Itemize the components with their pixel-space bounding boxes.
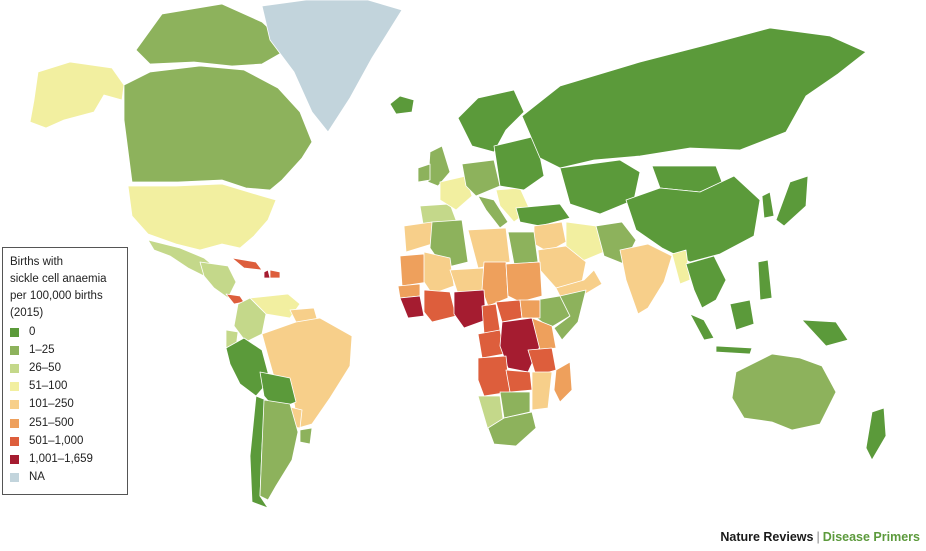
series-name: Disease Primers bbox=[822, 530, 920, 544]
legend-item-251-500: 251–500 bbox=[10, 414, 121, 432]
region-france bbox=[439, 175, 473, 211]
legend-label: 101–250 bbox=[29, 398, 74, 411]
region-south-africa bbox=[487, 411, 537, 447]
region-botswana-and-zimbabwe bbox=[499, 391, 531, 419]
region-new-zealand bbox=[865, 407, 887, 461]
legend-label: 1–25 bbox=[29, 343, 55, 356]
legend-label: NA bbox=[29, 471, 45, 484]
region-uganda-and-kenya bbox=[531, 317, 557, 351]
region-south-sudan bbox=[519, 299, 541, 319]
region-canadian-arctic-islands bbox=[135, 3, 291, 67]
region-russia bbox=[521, 27, 867, 169]
legend-item-101-250: 101–250 bbox=[10, 396, 121, 414]
legend-title: Births with sickle cell anaemia per 100,… bbox=[10, 254, 121, 322]
publisher-credit: Nature Reviews | Disease Primers bbox=[720, 530, 920, 544]
region-uruguay bbox=[299, 427, 313, 445]
region-mozambique bbox=[531, 371, 553, 411]
journal-name: Nature Reviews bbox=[720, 530, 814, 544]
region-iceland bbox=[389, 95, 415, 115]
legend-item-1-25: 1–25 bbox=[10, 341, 121, 359]
region-sudan bbox=[505, 261, 543, 303]
region-egypt bbox=[507, 231, 539, 265]
region-korea bbox=[761, 191, 775, 219]
legend-title-line: per 100,000 births bbox=[10, 290, 103, 302]
legend-label: 1,001–1,659 bbox=[29, 452, 93, 465]
region-new-guinea bbox=[801, 319, 849, 347]
legend-item-501-1000: 501–1,000 bbox=[10, 432, 121, 450]
region-zambia bbox=[505, 369, 533, 393]
legend-swatch bbox=[10, 363, 19, 373]
legend-swatch bbox=[10, 418, 19, 428]
region-central-america bbox=[199, 261, 237, 299]
region-china bbox=[625, 175, 761, 263]
region-coast-of-guinea bbox=[423, 289, 457, 323]
region-united-states bbox=[127, 183, 277, 251]
region-angola bbox=[477, 355, 511, 397]
region-cameroon bbox=[481, 303, 501, 335]
region-cuba bbox=[231, 257, 263, 271]
legend-title-line: (2015) bbox=[10, 307, 44, 319]
region-mali bbox=[423, 251, 455, 295]
region-haiti bbox=[263, 269, 271, 279]
region-turkey bbox=[515, 203, 571, 227]
region-nigeria bbox=[453, 289, 487, 329]
region-central-african-republic bbox=[495, 299, 523, 323]
region-australia bbox=[731, 353, 837, 431]
legend-title-line: sickle cell anaemia bbox=[10, 273, 107, 285]
region-scandinavia bbox=[457, 89, 525, 153]
legend-label: 251–500 bbox=[29, 416, 74, 429]
legend-item-na: NA bbox=[10, 469, 121, 487]
region-eastern-europe bbox=[493, 135, 545, 191]
legend-item-1001-1659: 1,001–1,659 bbox=[10, 450, 121, 468]
region-libya bbox=[467, 227, 511, 269]
legend-label: 26–50 bbox=[29, 361, 61, 374]
region-alaska bbox=[29, 61, 125, 129]
legend-swatch bbox=[10, 436, 19, 446]
legend-item-26-50: 26–50 bbox=[10, 359, 121, 377]
region-japan bbox=[775, 175, 809, 227]
legend-swatch bbox=[10, 454, 19, 464]
region-sierra-leone-and-liberia bbox=[399, 295, 425, 319]
region-java bbox=[715, 345, 753, 355]
legend-item-0: 0 bbox=[10, 323, 121, 341]
region-greenland bbox=[261, 0, 403, 133]
region-india bbox=[619, 243, 673, 315]
region-italy bbox=[477, 195, 509, 229]
region-senegal bbox=[397, 283, 421, 299]
region-morocco bbox=[403, 221, 433, 253]
region-chad bbox=[481, 261, 509, 307]
region-ireland bbox=[417, 163, 431, 183]
region-sumatra bbox=[689, 313, 715, 341]
legend-label: 0 bbox=[29, 325, 36, 338]
legend-swatch bbox=[10, 382, 19, 392]
region-horn-of-africa bbox=[553, 289, 587, 341]
region-myanmar bbox=[671, 249, 691, 285]
region-canada bbox=[123, 65, 313, 191]
region-argentina bbox=[259, 399, 299, 501]
region-central-europe bbox=[461, 159, 501, 197]
region-madagascar bbox=[553, 361, 573, 403]
legend-swatch bbox=[10, 327, 19, 337]
credit-separator: | bbox=[816, 530, 820, 544]
legend-swatch bbox=[10, 400, 19, 410]
region-dominican-republic bbox=[269, 269, 281, 279]
region-iran bbox=[565, 221, 605, 263]
legend-label: 501–1,000 bbox=[29, 434, 84, 447]
region-united-kingdom bbox=[427, 145, 451, 187]
region-philippines bbox=[757, 259, 773, 301]
map-legend: Births with sickle cell anaemia per 100,… bbox=[2, 247, 128, 495]
region-borneo bbox=[729, 299, 755, 331]
legend-title-line: Births with bbox=[10, 256, 64, 268]
legend-item-51-100: 51–100 bbox=[10, 378, 121, 396]
region-southeast-asia bbox=[685, 255, 727, 309]
legend-label: 51–100 bbox=[29, 380, 68, 393]
legend-swatch bbox=[10, 345, 19, 355]
legend-swatch bbox=[10, 473, 19, 483]
